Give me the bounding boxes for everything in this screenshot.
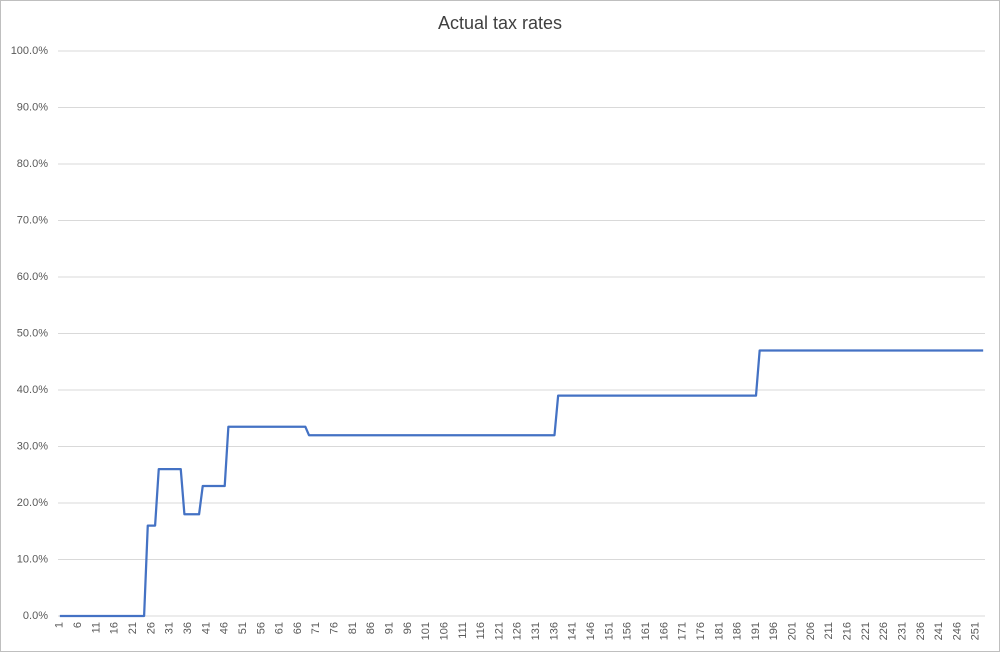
x-tick-label: 166 xyxy=(658,622,670,640)
x-tick-label: 6 xyxy=(72,622,84,628)
x-tick-label: 196 xyxy=(768,622,780,640)
x-tick-label: 236 xyxy=(915,622,927,640)
x-tick-label: 76 xyxy=(329,622,341,634)
x-tick-label: 131 xyxy=(530,622,542,640)
x-tick-label: 251 xyxy=(970,622,982,640)
x-tick-label: 216 xyxy=(842,622,854,640)
x-tick-label: 46 xyxy=(219,622,231,634)
y-tick-label: 0.0% xyxy=(23,610,48,622)
data-line xyxy=(59,349,984,618)
x-tick-label: 146 xyxy=(585,622,597,640)
y-tick-label: 90.0% xyxy=(17,101,48,113)
x-tick-label: 26 xyxy=(145,622,157,634)
y-tick-label: 60.0% xyxy=(17,271,48,283)
y-tick-label: 100.0% xyxy=(11,45,49,57)
x-tick-label: 201 xyxy=(787,622,799,640)
y-tick-label: 20.0% xyxy=(17,497,48,509)
x-tick-label: 81 xyxy=(347,622,359,634)
y-tick-label: 10.0% xyxy=(17,553,48,565)
x-tick-label: 151 xyxy=(603,622,615,640)
x-tick-label: 56 xyxy=(255,622,267,634)
x-tick-label: 36 xyxy=(182,622,194,634)
x-tick-label: 141 xyxy=(567,622,579,640)
x-tick-label: 126 xyxy=(512,622,524,640)
x-tick-label: 246 xyxy=(951,622,963,640)
x-tick-label: 91 xyxy=(384,622,396,634)
x-tick-label: 121 xyxy=(493,622,505,640)
x-tick-label: 161 xyxy=(640,622,652,640)
x-tick-label: 31 xyxy=(164,622,176,634)
x-tick-label: 111 xyxy=(457,622,469,639)
x-tick-label: 221 xyxy=(860,622,872,640)
x-tick-label: 171 xyxy=(677,622,689,640)
y-tick-label: 30.0% xyxy=(17,440,48,452)
x-tick-label: 86 xyxy=(365,622,377,634)
x-tick-label: 21 xyxy=(127,622,139,634)
y-tick-label: 50.0% xyxy=(17,327,48,339)
x-tick-label: 106 xyxy=(438,622,450,640)
x-tick-label: 11 xyxy=(90,622,102,633)
x-tick-label: 41 xyxy=(200,622,212,634)
y-tick-label: 80.0% xyxy=(17,158,48,170)
x-tick-label: 176 xyxy=(695,622,707,640)
x-tick-label: 16 xyxy=(109,622,121,634)
x-tick-label: 206 xyxy=(805,622,817,640)
x-tick-label: 181 xyxy=(713,622,725,640)
x-tick-label: 241 xyxy=(933,622,945,640)
x-tick-label: 61 xyxy=(274,622,286,634)
x-tick-label: 116 xyxy=(475,622,487,640)
x-tick-label: 136 xyxy=(548,622,560,640)
x-tick-label: 186 xyxy=(732,622,744,640)
y-tick-label: 70.0% xyxy=(17,214,48,226)
y-tick-label: 40.0% xyxy=(17,384,48,396)
x-tick-label: 231 xyxy=(896,622,908,640)
x-tick-label: 71 xyxy=(310,622,322,634)
x-tick-label: 211 xyxy=(823,622,835,640)
chart-title: Actual tax rates xyxy=(438,13,562,33)
x-tick-label: 226 xyxy=(878,622,890,640)
x-tick-label: 66 xyxy=(292,622,304,634)
x-tick-label: 101 xyxy=(420,622,432,640)
x-tick-label: 191 xyxy=(750,622,762,640)
x-tick-label: 1 xyxy=(54,622,66,628)
x-tick-label: 51 xyxy=(237,622,249,634)
x-tick-label: 156 xyxy=(622,622,634,640)
x-tick-label: 96 xyxy=(402,622,414,634)
